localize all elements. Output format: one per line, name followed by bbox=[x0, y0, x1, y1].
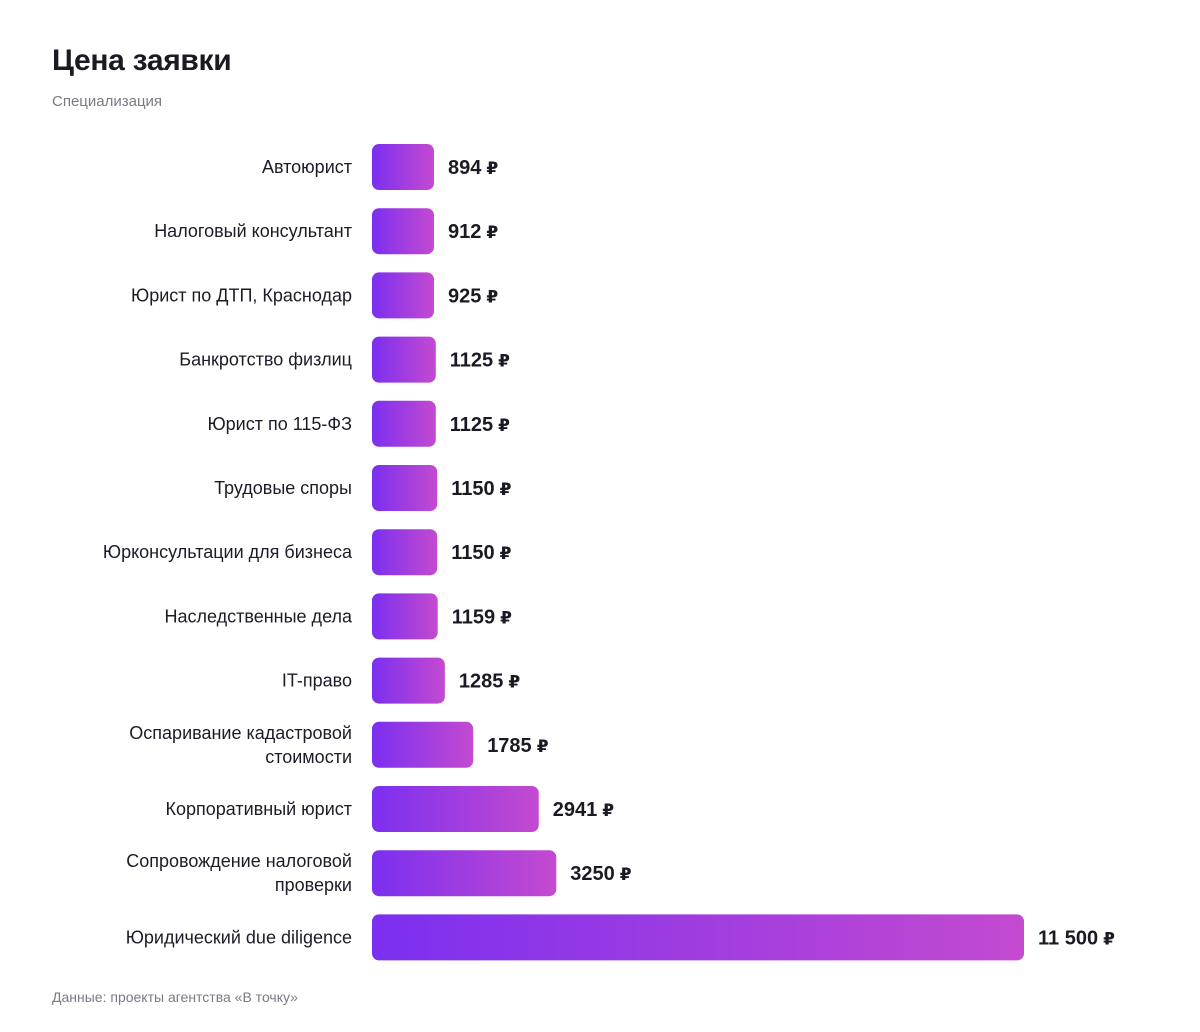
bar bbox=[372, 400, 436, 447]
chart-title: Цена заявки bbox=[52, 44, 232, 77]
value-label: 1150 ₽ bbox=[451, 542, 511, 564]
value-label: 1150 ₽ bbox=[451, 478, 511, 500]
value-label: 3250 ₽ bbox=[570, 863, 632, 885]
bar bbox=[372, 850, 557, 897]
value-label: 1785 ₽ bbox=[487, 735, 549, 757]
value-label: 1159 ₽ bbox=[452, 606, 512, 628]
value-label: 925 ₽ bbox=[448, 285, 498, 307]
category-label: Сопровождение налоговой проверки bbox=[126, 851, 352, 895]
bar-row: IT-право 1285 ₽ bbox=[282, 657, 520, 704]
chart-subtitle: Специализация bbox=[52, 93, 163, 110]
category-label: Трудовые споры bbox=[214, 478, 352, 498]
category-label: Автоюрист bbox=[262, 157, 352, 177]
bar-row: Трудовые споры 1150 ₽ bbox=[214, 465, 512, 511]
category-label: Юрконсультации для бизнеса bbox=[103, 542, 353, 562]
value-label: 1285 ₽ bbox=[459, 671, 520, 693]
category-label: Юрист по ДТП, Краснодар bbox=[131, 285, 352, 305]
bar-row: Автоюрист 894 ₽ bbox=[262, 144, 498, 190]
bar-row: Юрист по ДТП, Краснодар 925 ₽ bbox=[131, 272, 498, 319]
value-label: 2941 ₽ bbox=[553, 799, 615, 821]
category-label: Налоговый консультант bbox=[154, 221, 352, 241]
bar-row: Юрконсультации для бизнеса 1150 ₽ bbox=[103, 529, 512, 576]
chart-source: Данные: проекты агентства «В точку» bbox=[52, 989, 298, 1005]
bar-row: Юридический due diligence 11 500 ₽ bbox=[126, 914, 1115, 961]
category-label: Юридический due diligence bbox=[126, 927, 352, 947]
bar bbox=[372, 336, 436, 383]
category-label: IT-право bbox=[282, 671, 352, 691]
bar bbox=[372, 721, 474, 768]
value-label: 1125 ₽ bbox=[450, 414, 510, 436]
value-label: 11 500 ₽ bbox=[1038, 927, 1115, 949]
bar bbox=[372, 914, 1024, 961]
category-label: Оспаривание кадастровой стоимости bbox=[129, 723, 352, 767]
bar bbox=[372, 272, 434, 319]
bar-row: Корпоративный юрист 2941 ₽ bbox=[166, 786, 615, 832]
bar-row: Наследственные дела 1159 ₽ bbox=[164, 593, 512, 640]
value-label: 1125 ₽ bbox=[450, 350, 510, 372]
bar bbox=[372, 208, 434, 255]
bar bbox=[372, 657, 445, 704]
bar-row: Банкротство физлиц 1125 ₽ bbox=[179, 336, 510, 383]
value-label: 912 ₽ bbox=[448, 221, 498, 243]
category-label: Корпоративный юрист bbox=[166, 799, 353, 819]
bar bbox=[372, 786, 539, 832]
category-label: Юрист по 115-ФЗ bbox=[207, 414, 352, 434]
bar-row: Юрист по 115-ФЗ 1125 ₽ bbox=[207, 400, 510, 447]
bar-row: Сопровождение налоговой проверки 3250 ₽ bbox=[126, 850, 632, 897]
bar bbox=[372, 593, 438, 640]
bar bbox=[372, 465, 438, 511]
bar bbox=[372, 144, 434, 190]
bar-row: Оспаривание кадастровой стоимости 1785 ₽ bbox=[129, 721, 549, 768]
category-label: Банкротство физлиц bbox=[179, 350, 352, 370]
bar bbox=[372, 529, 438, 576]
bar-row: Налоговый консультант 912 ₽ bbox=[154, 208, 498, 255]
value-label: 894 ₽ bbox=[448, 157, 498, 179]
category-label: Наследственные дела bbox=[164, 606, 352, 626]
